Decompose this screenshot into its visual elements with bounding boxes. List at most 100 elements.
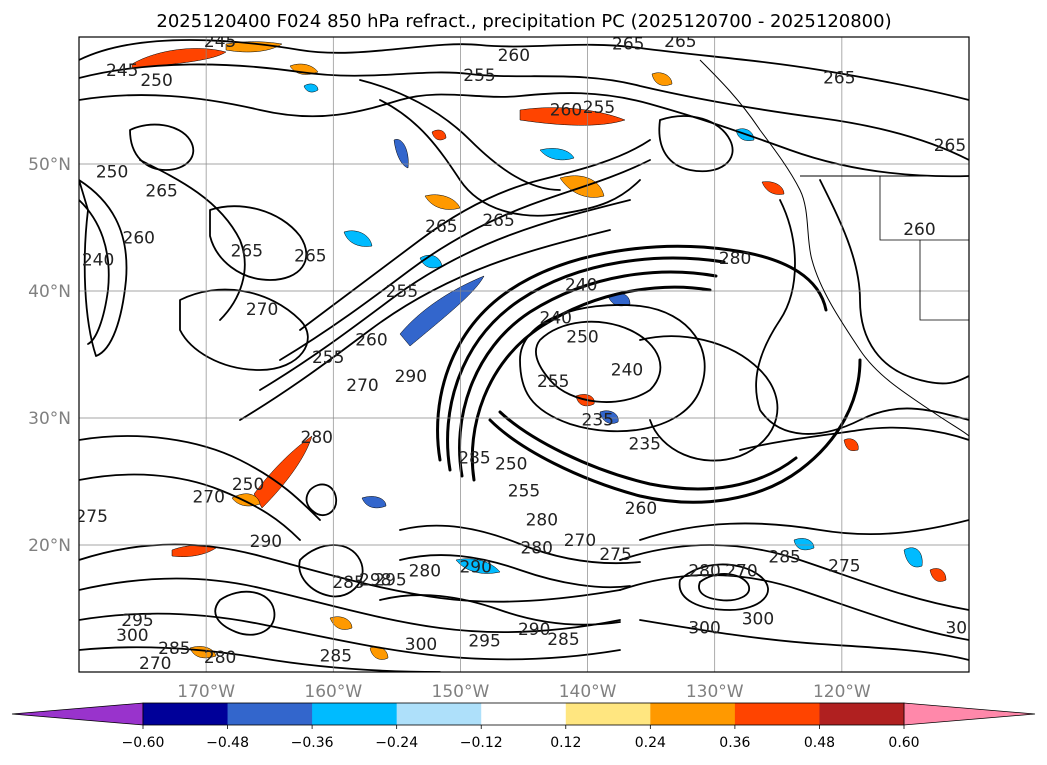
contour-label: 255 (463, 66, 495, 86)
contour-label: 260 (903, 220, 935, 240)
contour-label: 260 (355, 330, 387, 350)
lat-tick-label: 30°N (28, 409, 71, 429)
contour-label: 270 (346, 376, 378, 396)
contour-label: 280 (520, 539, 552, 559)
colorbar-frame (142, 702, 905, 726)
contour-label: 280 (719, 249, 751, 269)
colorbar-extend-min (11, 702, 144, 726)
north-america-coastline (699, 59, 969, 437)
contour-label: 270 (139, 654, 171, 674)
contour-label: 240 (540, 309, 572, 329)
contour-label: 240 (611, 361, 643, 381)
lon-tick-label: 150°W (432, 682, 490, 702)
contour-label: 285 (320, 646, 352, 666)
colorbar-segment (734, 703, 820, 725)
contour-label: 275 (828, 556, 860, 576)
contour-label: 280 (301, 428, 333, 448)
contour-label: 250 (232, 475, 264, 495)
contour-label: 245 (106, 61, 138, 81)
colorbar-tick-label: −0.12 (460, 735, 503, 751)
contour-label: 255 (537, 372, 569, 392)
colorbar-segment (143, 703, 229, 725)
lon-tick-label: 120°W (813, 682, 871, 702)
contour-label: 265 (294, 246, 326, 266)
contour-label: 255 (386, 282, 418, 302)
contour-label: 235 (629, 434, 661, 454)
contour-label: 285 (768, 547, 800, 567)
chart-title: 2025120400 F024 850 hPa refract., precip… (156, 11, 891, 32)
contour-label: 255 (312, 348, 344, 368)
contour-label: 270 (192, 488, 224, 508)
colorbar-tick-label: 0.24 (635, 735, 666, 751)
colorbar-segment (227, 703, 313, 725)
contour-label: 265 (425, 217, 457, 237)
contour-label: 275 (75, 507, 107, 527)
map-frame (78, 36, 970, 673)
contour-label: 295 (121, 611, 153, 631)
colorbar-segment (396, 703, 482, 725)
latitude-tick-labels: 20°N 30°N 40°N 50°N (28, 155, 71, 556)
contour-label: 298 (359, 570, 391, 590)
colorbar-segment (312, 703, 398, 725)
lon-tick-label: 130°W (686, 682, 744, 702)
lat-tick-label: 20°N (28, 536, 71, 556)
colorbar-tick-label: 0.12 (550, 735, 581, 751)
contour-label: 285 (458, 448, 490, 468)
contour-label: 280 (526, 511, 558, 531)
contour-label: 290 (459, 558, 491, 578)
contour-label: 260 (498, 46, 530, 66)
colorbar-tick-label: 0.36 (719, 735, 750, 751)
lon-tick-label: 170°W (177, 682, 235, 702)
contour-label: 265 (612, 34, 644, 54)
lon-tick-label: 160°W (304, 682, 362, 702)
contour-label: 240 (565, 276, 597, 296)
contour-label: 235 (582, 410, 614, 430)
colorbar-tick-label: 0.48 (804, 735, 835, 751)
lat-tick-label: 40°N (28, 282, 71, 302)
contour-label: 260 (550, 100, 582, 120)
contour-label: 290 (395, 367, 427, 387)
contour-label: 300 (405, 635, 437, 655)
contour-label: 260 (625, 499, 657, 519)
contour-label: 300 (742, 610, 774, 630)
contour-label: 250 (566, 328, 598, 348)
contour-label: 265 (231, 241, 263, 261)
lat-tick-label: 50°N (28, 155, 71, 175)
contour-label: 270 (246, 300, 278, 320)
colorbar: −0.60 −0.48 −0.36 −0.24 −0.12 0.12 0.24 0.36 0.4… (11, 702, 1036, 751)
contour-label: 270 (725, 561, 757, 581)
contour-label: 280 (688, 561, 720, 581)
colorbar-tick-label: −0.24 (375, 735, 418, 751)
colorbar-tick-label: −0.48 (206, 735, 249, 751)
contour-label: 245 (204, 32, 236, 52)
contour-label: 250 (96, 163, 128, 183)
contour-label: 265 (934, 136, 966, 156)
contour-label: 295 (468, 631, 500, 651)
contour-label: 255 (508, 481, 540, 501)
contour-label: 285 (547, 630, 579, 650)
contour-label: 285 (332, 573, 364, 593)
contour-label: 280 (409, 561, 441, 581)
refractivity-contours (79, 39, 969, 672)
contour-label: 285 (158, 639, 190, 659)
contour-label: 265 (823, 69, 855, 89)
contour-label: 270 (564, 531, 596, 551)
contour-label: 30 (945, 619, 967, 639)
contour-label: 250 (495, 455, 527, 475)
colorbar-tick-label: 0.60 (888, 735, 919, 751)
longitude-tick-labels: 170°W 160°W 150°W 140°W 130°W 120°W (177, 682, 871, 702)
lon-tick-label: 140°W (559, 682, 617, 702)
colorbar-tick-label: −0.60 (122, 735, 165, 751)
contour-label: 290 (250, 532, 282, 552)
contour-label: 260 (123, 229, 155, 249)
contour-label: 240 (82, 250, 114, 270)
colorbar-segment (650, 703, 736, 725)
contour-label: 280 (204, 648, 236, 668)
contour-label: 265 (482, 211, 514, 231)
contour-label: 295 (374, 570, 406, 590)
map-background (79, 37, 969, 672)
lat-lon-grid (79, 37, 969, 672)
